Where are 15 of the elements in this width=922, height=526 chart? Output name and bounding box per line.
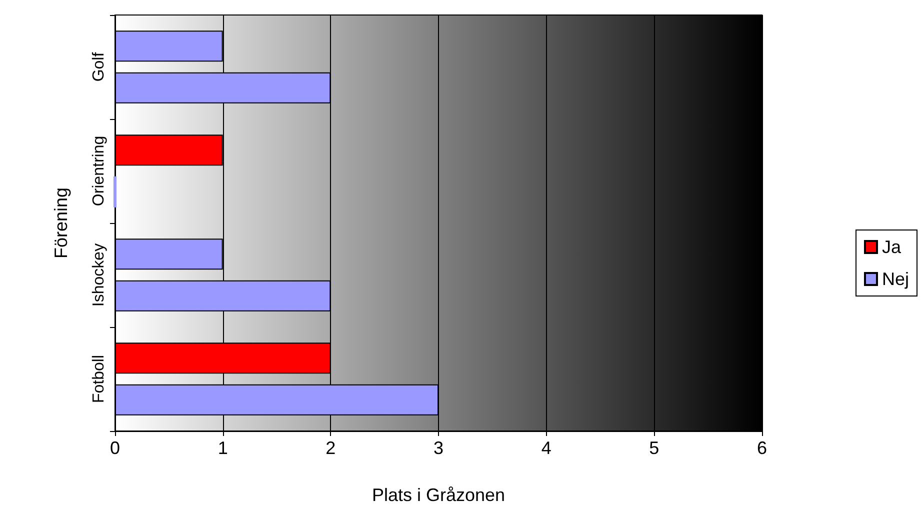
x-tick-label: 4	[541, 438, 552, 458]
x-axis-title: Plats i Gråzonen	[372, 485, 506, 505]
x-tick-label: 5	[649, 438, 660, 458]
x-tick-label: 1	[218, 438, 228, 458]
legend-label: Ja	[882, 237, 902, 257]
x-tick-label: 3	[433, 438, 444, 458]
x-tick-label: 0	[110, 438, 120, 458]
legend-label: Nej	[882, 269, 910, 289]
y-tick-label: Golf	[90, 52, 108, 82]
y-axis-title: Förening	[51, 187, 71, 259]
x-tick-label: 2	[326, 438, 336, 458]
y-tick-label: Fotboll	[90, 354, 108, 404]
y-tick-label: Orientring	[90, 136, 108, 206]
y-tick-label: Ishockey	[90, 243, 108, 307]
x-tick-label: 6	[756, 438, 768, 458]
